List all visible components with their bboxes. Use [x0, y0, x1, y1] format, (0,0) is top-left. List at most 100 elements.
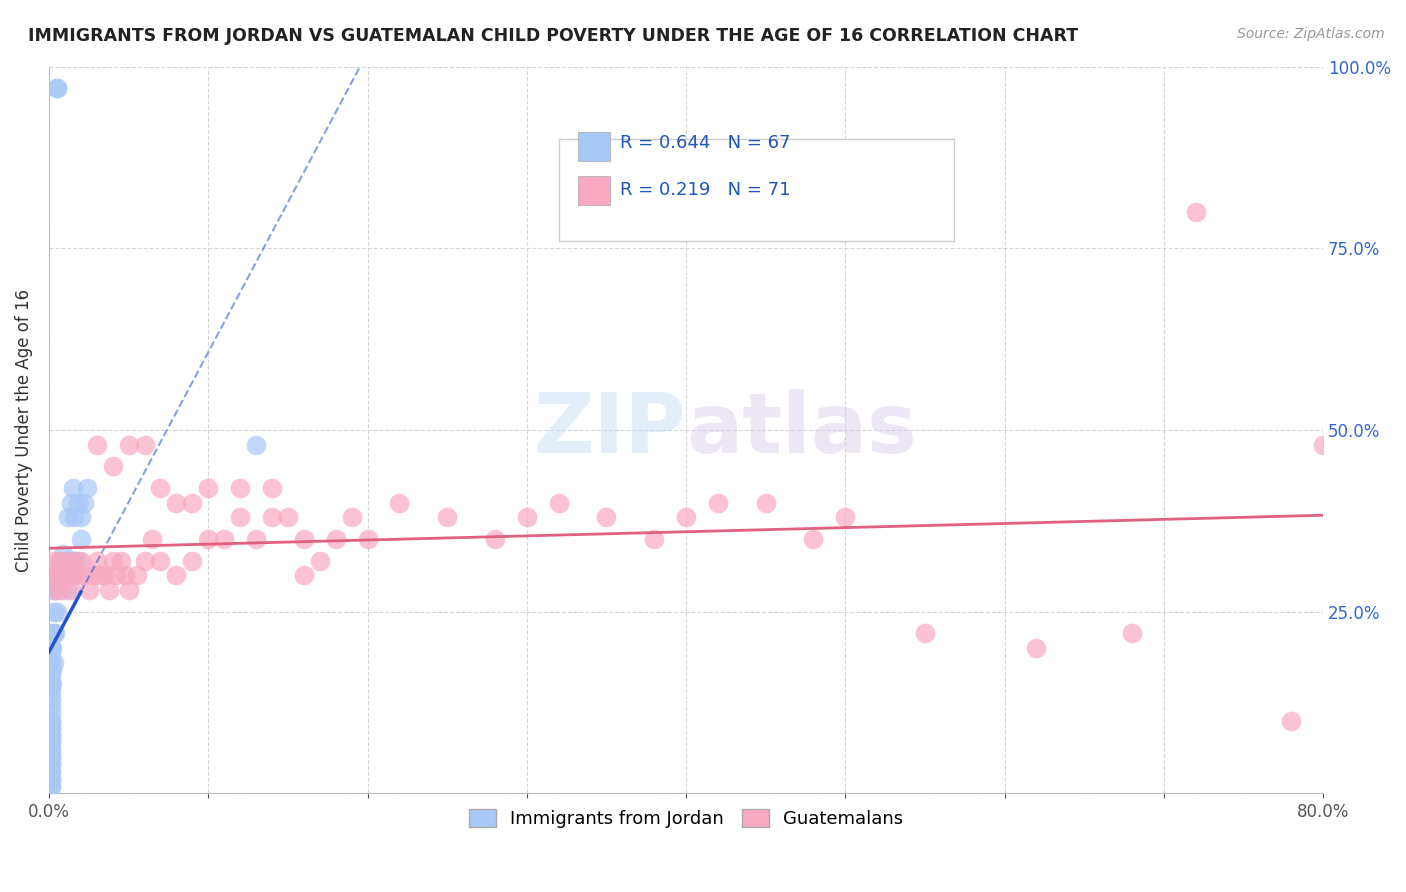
- Point: [44, 582, 66, 597]
- Point: [39, 735, 62, 749]
- Point: [292, 532, 315, 546]
- Point: [66, 568, 89, 582]
- Point: [260, 481, 283, 495]
- Point: [277, 510, 299, 524]
- Point: [73, 496, 96, 510]
- Point: [245, 437, 267, 451]
- Point: [42, 656, 65, 670]
- Point: [110, 554, 132, 568]
- Point: [39, 772, 62, 786]
- Point: [45, 81, 67, 95]
- Point: [60, 582, 83, 597]
- Point: [42, 605, 65, 619]
- Point: [547, 496, 569, 510]
- Point: [63, 510, 86, 524]
- Point: [62, 568, 84, 582]
- Point: [73, 568, 96, 582]
- Text: Source: ZipAtlas.com: Source: ZipAtlas.com: [1237, 27, 1385, 41]
- Point: [45, 568, 67, 582]
- Legend: Immigrants from Jordan, Guatemalans: Immigrants from Jordan, Guatemalans: [461, 801, 911, 835]
- Point: [41, 640, 63, 655]
- Point: [197, 481, 219, 495]
- Point: [643, 532, 665, 546]
- Point: [77, 582, 100, 597]
- Point: [39, 684, 62, 698]
- Point: [134, 554, 156, 568]
- Point: [39, 648, 62, 663]
- Point: [39, 764, 62, 779]
- Point: [141, 532, 163, 546]
- Point: [1279, 714, 1302, 728]
- Point: [93, 568, 115, 582]
- Point: [1025, 640, 1047, 655]
- Point: [39, 656, 62, 670]
- Point: [42, 582, 65, 597]
- Point: [436, 510, 458, 524]
- Point: [117, 437, 139, 451]
- FancyBboxPatch shape: [558, 139, 953, 241]
- Point: [39, 772, 62, 786]
- Point: [39, 691, 62, 706]
- Point: [484, 532, 506, 546]
- Point: [1184, 205, 1206, 219]
- Text: IMMIGRANTS FROM JORDAN VS GUATEMALAN CHILD POVERTY UNDER THE AGE OF 16 CORRELATI: IMMIGRANTS FROM JORDAN VS GUATEMALAN CHI…: [28, 27, 1078, 45]
- Point: [308, 554, 330, 568]
- Point: [66, 496, 89, 510]
- Point: [69, 554, 91, 568]
- Point: [45, 605, 67, 619]
- Point: [803, 532, 825, 546]
- Point: [388, 496, 411, 510]
- Point: [56, 582, 79, 597]
- Point: [48, 582, 70, 597]
- Text: ZIP: ZIP: [533, 390, 686, 470]
- Point: [755, 496, 778, 510]
- Point: [197, 532, 219, 546]
- Point: [39, 750, 62, 764]
- Point: [60, 496, 83, 510]
- Point: [51, 554, 73, 568]
- Point: [1312, 437, 1334, 451]
- Point: [39, 728, 62, 742]
- Point: [62, 481, 84, 495]
- Point: [229, 481, 252, 495]
- Point: [41, 677, 63, 691]
- Point: [675, 510, 697, 524]
- Point: [707, 496, 730, 510]
- Point: [134, 437, 156, 451]
- Point: [45, 568, 67, 582]
- Point: [86, 437, 108, 451]
- Point: [101, 459, 124, 474]
- Point: [39, 743, 62, 757]
- Point: [98, 582, 121, 597]
- Point: [39, 764, 62, 779]
- Point: [39, 779, 62, 793]
- Point: [149, 481, 172, 495]
- Point: [53, 568, 76, 582]
- Point: [39, 735, 62, 749]
- Point: [340, 510, 363, 524]
- Point: [104, 568, 127, 582]
- Point: [114, 568, 136, 582]
- Point: [39, 670, 62, 684]
- Point: [39, 721, 62, 735]
- Point: [49, 568, 72, 582]
- Text: R = 0.644   N = 67: R = 0.644 N = 67: [620, 134, 790, 152]
- Point: [39, 750, 62, 764]
- Point: [1121, 626, 1143, 640]
- Point: [76, 481, 98, 495]
- Point: [41, 626, 63, 640]
- Point: [39, 721, 62, 735]
- Point: [60, 554, 83, 568]
- Text: atlas: atlas: [686, 390, 917, 470]
- Y-axis label: Child Poverty Under the Age of 16: Child Poverty Under the Age of 16: [15, 288, 32, 572]
- Point: [69, 510, 91, 524]
- FancyBboxPatch shape: [578, 176, 610, 204]
- Point: [39, 757, 62, 772]
- Point: [260, 510, 283, 524]
- Point: [89, 568, 111, 582]
- Point: [42, 626, 65, 640]
- Point: [56, 554, 79, 568]
- Point: [325, 532, 347, 546]
- Point: [39, 714, 62, 728]
- Point: [53, 568, 76, 582]
